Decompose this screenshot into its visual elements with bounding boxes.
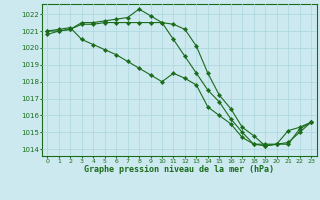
X-axis label: Graphe pression niveau de la mer (hPa): Graphe pression niveau de la mer (hPa) <box>84 165 274 174</box>
